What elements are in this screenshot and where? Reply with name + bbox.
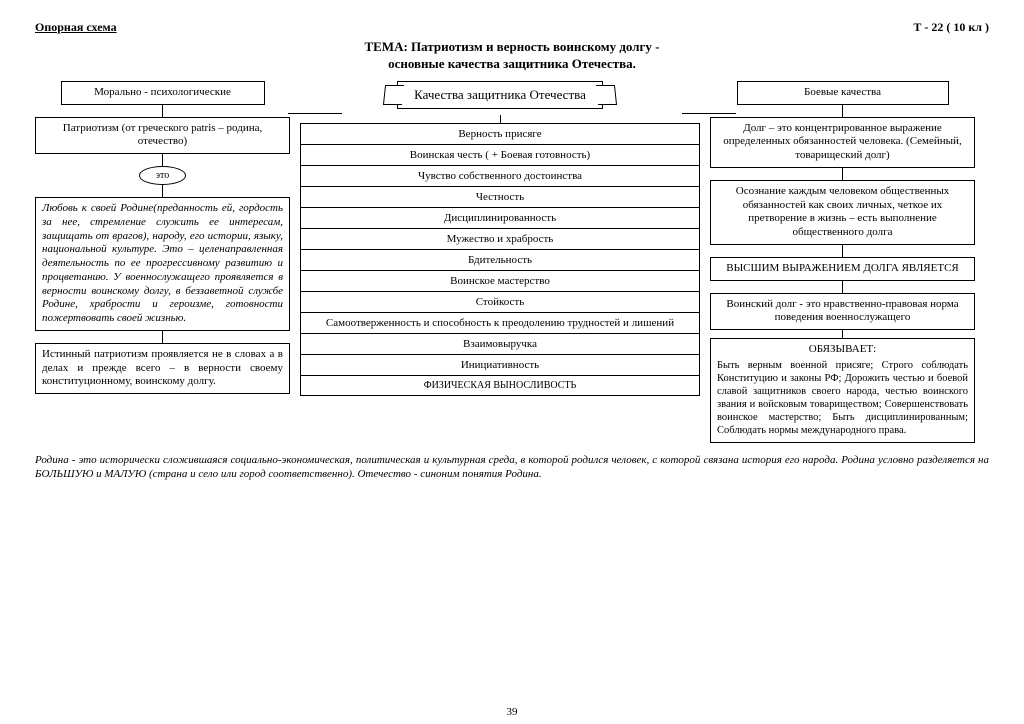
list-item: Взаимовыручка <box>301 334 699 355</box>
qualities-list: Верность присяге Воинская честь ( + Боев… <box>300 123 700 396</box>
col-left: Морально - психологические Патриотизм (о… <box>35 81 290 394</box>
list-item: Инициативность <box>301 355 699 376</box>
connector-left <box>288 113 342 114</box>
col-center: Качества защитника Отечества Верность пр… <box>300 81 700 396</box>
box-highest-duty: ВЫСШИМ ВЫРАЖЕНИЕМ ДОЛГА ЯВЛЯЕТСЯ <box>710 257 975 281</box>
page-number: 39 <box>0 706 1024 718</box>
connector <box>162 105 163 117</box>
connector <box>842 330 843 338</box>
box-awareness: Осознание каждым человеком общественных … <box>710 180 975 245</box>
box-obliges: ОБЯЗЫВАЕТ: Быть верным военной присяге; … <box>710 338 975 443</box>
list-item: Воинская честь ( + Боевая готовность) <box>301 145 699 166</box>
obliges-title: ОБЯЗЫВАЕТ: <box>717 343 968 357</box>
box-combat: Боевые качества <box>737 81 949 105</box>
obliges-body: Быть верным военной присяге; Строго собл… <box>717 359 968 438</box>
list-item: Бдительность <box>301 250 699 271</box>
connector <box>842 281 843 293</box>
oval-eto: это <box>139 166 187 185</box>
connector <box>500 115 501 123</box>
connector <box>842 245 843 257</box>
box-duty-def: Долг – это концентрированное выражение о… <box>710 117 975 168</box>
connector <box>842 105 843 117</box>
title: ТЕМА: Патриотизм и верность воинскому до… <box>35 39 989 73</box>
list-item: Честность <box>301 187 699 208</box>
list-item: Воинское мастерство <box>301 271 699 292</box>
list-item: Самоотверженность и способность к преодо… <box>301 313 699 334</box>
footer-note: Родина - это исторически сложившаяся соц… <box>35 453 989 482</box>
banner-qualities: Качества защитника Отечества <box>397 81 603 109</box>
title-line2: основные качества защитника Отечества. <box>35 56 989 73</box>
col-right: Боевые качества Долг – это концентрирова… <box>710 81 975 443</box>
connector <box>162 185 163 197</box>
diagram-columns: Морально - психологические Патриотизм (о… <box>35 81 989 443</box>
list-item: Дисциплинированность <box>301 208 699 229</box>
connector <box>162 331 163 343</box>
title-line1: ТЕМА: Патриотизм и верность воинскому до… <box>35 39 989 56</box>
list-item: Стойкость <box>301 292 699 313</box>
doc-label: Опорная схема <box>35 20 117 35</box>
box-military-duty: Воинский долг - это нравственно-правовая… <box>710 293 975 331</box>
list-item: Мужество и храбрость <box>301 229 699 250</box>
connector <box>162 154 163 166</box>
list-item: Чувство собственного достоинства <box>301 166 699 187</box>
connector-right <box>682 113 736 114</box>
box-moral: Морально - психологические <box>61 81 265 105</box>
list-item: ФИЗИЧЕСКАЯ ВЫНОСЛИВОСТЬ <box>301 376 699 395</box>
connector <box>842 168 843 180</box>
box-true-patriotism: Истинный патриотизм проявляется не в сло… <box>35 343 290 394</box>
doc-code: Т - 22 ( 10 кл ) <box>913 20 989 35</box>
box-patriotism-def: Патриотизм (от греческого patris – родин… <box>35 117 290 155</box>
list-item: Верность присяге <box>301 124 699 145</box>
box-love-motherland: Любовь к своей Родине(преданность ей, го… <box>35 197 290 331</box>
